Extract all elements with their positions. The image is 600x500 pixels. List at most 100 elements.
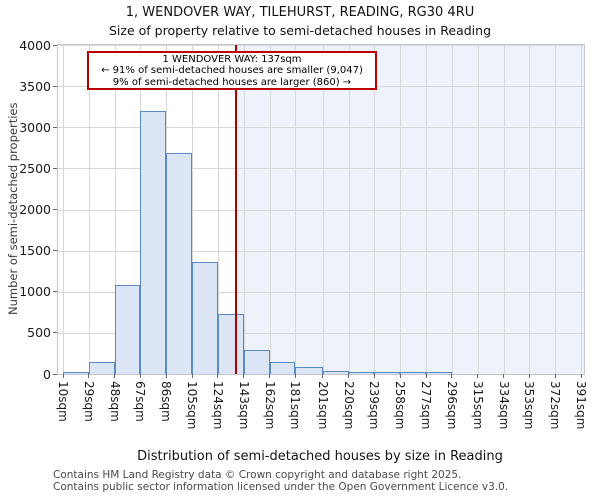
x-tick-label: 181sqm [288,381,303,430]
x-tick-label: 67sqm [133,381,148,422]
horizontal-gridline [58,168,584,170]
x-axis-tick [294,374,296,378]
histogram-bar [348,372,375,374]
vertical-gridline [581,45,582,374]
x-tick-label: 124sqm [210,381,225,430]
x-axis-tick [425,374,427,378]
histogram-bar [88,361,115,374]
histogram-bar [140,110,167,374]
x-tick-label: 105sqm [185,381,200,430]
x-axis-tick [243,374,245,378]
horizontal-gridline [58,291,584,293]
histogram-bar [63,372,89,374]
x-axis-tick [269,374,271,378]
histogram-bar [114,285,141,374]
x-axis-tick [348,374,349,378]
y-axis-tick [53,209,57,210]
vertical-gridline [400,45,402,374]
plot-area: 0 500 1000 1500 2000 2500 3000 3500 4000 10sqm 29s… [19,38,588,430]
y-axis-tick [53,167,57,169]
y-tick-label: 4000 [19,37,51,53]
y-axis-tick [53,332,57,334]
x-tick-label: 391sqm [574,381,588,430]
histogram-bar [166,152,193,374]
vertical-gridline [503,45,505,374]
vertical-gridline [295,45,297,374]
x-tick-label: 296sqm [444,381,459,430]
vertical-gridline [243,45,245,374]
vertical-gridline [451,45,453,374]
marker-annotation-box: 1 WENDOVER WAY: 137sqm ← 91% of semi-det… [87,51,377,90]
horizontal-gridline [58,332,584,334]
x-axis-tick [528,374,530,378]
vertical-gridline [114,45,116,374]
x-tick-label: 220sqm [341,381,356,430]
y-tick-label: 0 [43,366,51,382]
vertical-gridline [88,45,90,374]
horizontal-gridline [58,250,584,252]
vertical-gridline [322,45,324,374]
horizontal-gridline [58,45,584,46]
vertical-gridline [217,45,219,374]
y-axis-tick [53,373,57,375]
vertical-gridline [269,45,271,374]
y-tick-label: 1000 [19,284,51,300]
x-axis-tick [139,374,141,378]
x-tick-label: 29sqm [81,381,96,422]
attribution-line-2: Contains public sector information licen… [53,480,509,493]
histogram-bar [217,313,244,374]
x-axis-tick [62,374,64,378]
vertical-gridline [63,45,64,374]
x-tick-label: 143sqm [236,381,251,430]
y-axis-tick [53,44,57,46]
vertical-gridline [374,45,376,374]
y-axis-tick [53,250,57,252]
y-tick-label: 2000 [19,202,51,217]
x-axis-tick [165,374,167,378]
x-tick-label: 334sqm [496,381,511,430]
x-axis-tick [191,374,193,378]
histogram-bar [400,372,426,374]
x-axis-tick [477,374,479,378]
histogram-bar [374,372,401,374]
x-tick-label: 201sqm [315,381,330,430]
property-size-marker-line [234,45,237,374]
histogram-bar [192,262,218,374]
histogram-bar [295,367,323,374]
histogram-bar [243,350,270,374]
horizontal-gridline [58,127,584,129]
x-tick-label: 372sqm [548,381,563,430]
x-tick-label: 86sqm [159,381,174,422]
x-axis-tick [399,374,401,378]
x-tick-label: 162sqm [262,381,277,430]
annotation-line-3: 9% of semi-detached houses are larger (8… [112,76,352,88]
y-tick-label: 500 [27,325,51,341]
x-axis-tick [217,374,219,378]
x-axis-tick [451,374,453,378]
chart-subtitle: Size of property relative to semi-detach… [108,23,491,38]
y-axis-tick [53,126,57,128]
attribution-footer: Contains HM Land Registry data © Crown c… [53,469,509,493]
annotation-line-1: 1 WENDOVER WAY: 137sqm [162,54,302,65]
x-tick-label: 353sqm [522,381,537,430]
x-axis-title: Distribution of semi-detached houses by … [137,449,503,464]
x-tick-label: 10sqm [56,381,70,422]
x-tick-label: 239sqm [367,381,382,430]
vertical-gridline [426,45,427,374]
y-tick-label: 3500 [19,78,51,94]
x-tick-label: 258sqm [393,381,408,430]
y-tick-label: 1500 [19,243,51,259]
y-tick-label: 3000 [19,119,51,135]
y-axis-tick [53,85,57,87]
attribution-line-1: Contains HM Land Registry data © Crown c… [53,469,462,481]
x-axis-tick [503,374,504,378]
x-axis-tick [554,374,556,378]
x-tick-label: 277sqm [419,381,433,430]
histogram-bar [426,372,452,374]
histogram-bar [322,371,349,374]
vertical-gridline [477,45,479,374]
x-axis-tick [373,374,375,378]
annotation-line-2: ← 91% of semi-detached houses are smalle… [101,65,363,77]
y-axis-tick [53,291,57,293]
